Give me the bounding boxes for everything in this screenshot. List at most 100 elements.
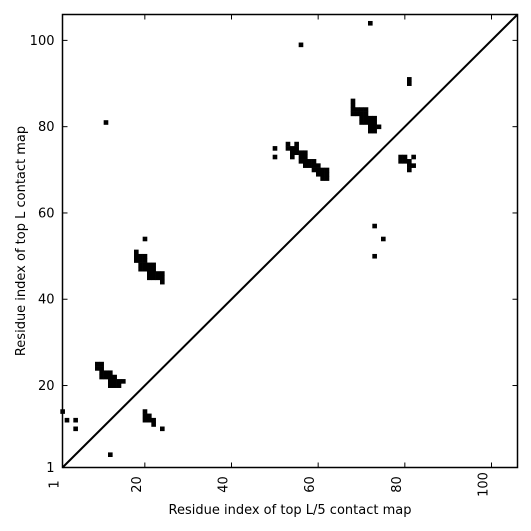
- contact-point-top-l5: [151, 417, 156, 423]
- contact-point-top-l5: [99, 366, 104, 371]
- contact-point-top-l5: [121, 379, 126, 384]
- x-tick-label: 60: [303, 476, 318, 493]
- contact-point-top-l: [355, 107, 360, 112]
- contact-point-top-l: [316, 167, 321, 173]
- x-tick-label: 40: [217, 476, 232, 493]
- contact-point-top-l: [350, 111, 356, 117]
- contact-point-top-l: [320, 176, 325, 181]
- contact-point-top-l5: [99, 374, 104, 380]
- contact-point-top-l5: [103, 370, 109, 376]
- contact-point-top-l5: [73, 417, 78, 423]
- contact-point-top-l: [402, 154, 408, 160]
- contact-point-top-l: [372, 128, 377, 134]
- contact-point-top-l5: [142, 409, 148, 414]
- contact-point-top-l: [411, 154, 416, 160]
- x-tick-label: 80: [390, 476, 405, 493]
- contact-point-top-l5: [108, 452, 113, 458]
- contact-point-top-l5: [99, 370, 104, 376]
- y-tick-label: 60: [38, 206, 55, 221]
- contact-point-top-l: [359, 115, 364, 121]
- contact-point-top-l5: [112, 374, 117, 380]
- y-tick-label: 20: [38, 379, 55, 394]
- contact-point-top-l: [372, 223, 377, 229]
- contact-point-top-l5: [108, 374, 113, 380]
- contact-point-top-l: [381, 236, 386, 242]
- contact-point-top-l: [147, 262, 152, 268]
- contact-point-top-l: [151, 271, 156, 276]
- contact-point-top-l: [160, 279, 165, 285]
- contact-point-top-l: [368, 128, 373, 134]
- contact-point-top-l: [372, 124, 377, 130]
- contact-point-top-l: [290, 146, 295, 151]
- x-tick-label: 100: [477, 472, 492, 497]
- y-tick-label: 80: [38, 120, 55, 135]
- contact-point-top-l: [134, 253, 139, 259]
- contact-point-top-l5: [116, 379, 122, 384]
- contact-point-top-l5: [142, 413, 148, 419]
- contact-point-top-l: [363, 107, 369, 112]
- contact-point-top-l5: [95, 366, 100, 371]
- contact-point-top-l: [363, 120, 369, 125]
- contact-point-top-l: [363, 111, 369, 117]
- contact-point-top-l5: [112, 379, 117, 384]
- contact-point-top-l5: [160, 426, 165, 432]
- contact-point-top-l: [290, 154, 295, 160]
- contact-point-top-l: [155, 275, 161, 281]
- contact-point-top-l: [324, 167, 330, 173]
- y-tick-label: 40: [38, 293, 55, 308]
- contact-point-top-l: [311, 167, 317, 173]
- contact-point-top-l: [316, 171, 321, 177]
- contact-point-top-l5: [147, 417, 152, 423]
- contact-point-top-l: [272, 146, 278, 151]
- contact-point-top-l: [402, 159, 408, 164]
- contact-point-top-l: [398, 159, 403, 164]
- contact-point-top-l: [407, 163, 412, 168]
- y-axis-label: Residue index of top L contact map: [14, 126, 29, 356]
- contact-point-top-l: [151, 262, 156, 268]
- contact-point-top-l: [160, 275, 165, 281]
- contact-point-top-l: [147, 275, 152, 281]
- contact-point-top-l: [324, 176, 330, 181]
- contact-point-top-l: [407, 167, 412, 173]
- contact-point-top-l: [147, 271, 152, 276]
- contact-point-top-l5: [116, 383, 122, 388]
- contact-point-top-l: [303, 159, 308, 164]
- contact-point-top-l5: [99, 361, 104, 367]
- contact-point-top-l: [368, 115, 373, 121]
- contact-point-top-l: [147, 266, 152, 272]
- y-tick-label: 1: [46, 461, 54, 476]
- contact-point-top-l: [142, 262, 148, 268]
- contact-point-top-l: [298, 159, 304, 164]
- contact-point-top-l: [142, 236, 148, 242]
- contact-point-top-l: [151, 266, 156, 272]
- contact-point-top-l: [359, 120, 364, 125]
- contact-point-top-l: [142, 266, 148, 272]
- contact-point-top-l: [134, 258, 139, 263]
- contact-point-top-l: [411, 163, 416, 168]
- contact-points: [60, 20, 416, 458]
- contact-point-top-l: [372, 120, 377, 125]
- contact-point-top-l: [298, 42, 304, 48]
- contact-point-top-l: [316, 163, 321, 168]
- contact-point-top-l5: [64, 417, 70, 423]
- x-tick-label: 1: [48, 480, 63, 488]
- contact-point-top-l: [359, 107, 364, 112]
- contact-point-top-l5: [112, 383, 117, 388]
- contact-point-top-l: [303, 163, 308, 168]
- contact-point-top-l: [350, 102, 356, 108]
- contact-point-top-l: [350, 107, 356, 112]
- contact-point-top-l5: [95, 361, 100, 367]
- contact-point-top-l5: [73, 426, 78, 432]
- contact-point-top-l: [311, 159, 317, 164]
- contact-point-top-l: [142, 258, 148, 263]
- contact-point-top-l: [407, 77, 412, 82]
- contact-point-top-l: [363, 115, 369, 121]
- contact-point-top-l: [294, 141, 299, 147]
- contact-point-top-l5: [103, 374, 109, 380]
- contact-point-top-l: [307, 163, 312, 168]
- contact-point-top-l: [151, 275, 156, 281]
- contact-point-top-l: [350, 98, 356, 104]
- contact-point-top-l: [324, 171, 330, 177]
- contact-point-top-l: [303, 150, 308, 156]
